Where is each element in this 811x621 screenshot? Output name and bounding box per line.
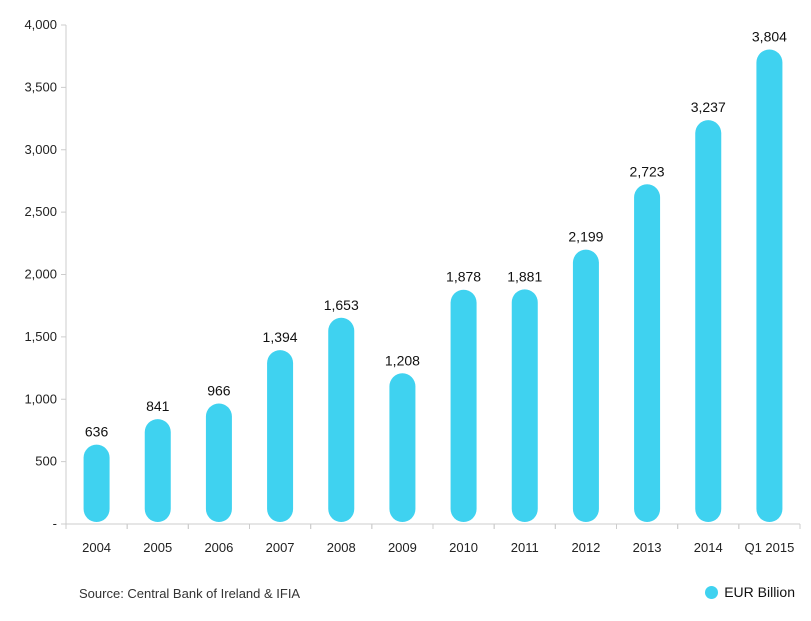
- data-labels: 636 841 966 1,394 1,653 1,208 1,878 1,881 2,199 2…: [85, 28, 787, 439]
- x-tick-label: 2012: [571, 540, 600, 555]
- y-tick-label: 3,000: [24, 142, 57, 157]
- y-tick-label: 1,500: [24, 329, 57, 344]
- x-tick-label: 2009: [388, 540, 417, 555]
- data-label: 966: [207, 382, 231, 398]
- data-label: 636: [85, 424, 109, 440]
- y-axis: - 500 1,000 1,500 2,000 2,500 3,000 3,500 4,000: [24, 17, 67, 531]
- data-label: 841: [146, 398, 170, 414]
- legend-label: EUR Billion: [724, 584, 795, 600]
- bar: [389, 373, 416, 522]
- y-tick-label: 500: [35, 454, 57, 469]
- bars: [83, 49, 783, 523]
- y-tick-label: 1,000: [24, 391, 57, 406]
- x-tick-label: 2011: [511, 540, 539, 555]
- source-note: Source: Central Bank of Ireland & IFIA: [79, 586, 301, 601]
- y-tick-label: -: [53, 516, 57, 531]
- x-tick-label: 2006: [204, 540, 233, 555]
- bar: [511, 289, 538, 522]
- bar: [328, 317, 355, 522]
- x-axis: 2004 2005 2006 2007 2008 2009 2010 2011 2012 2013…: [65, 523, 801, 555]
- data-label: 1,878: [446, 269, 481, 285]
- bar: [144, 419, 171, 522]
- bar: [572, 249, 599, 522]
- x-tick-label: 2007: [266, 540, 295, 555]
- bar: [83, 444, 110, 522]
- bar: [695, 120, 722, 522]
- bar: [756, 49, 783, 523]
- x-tick-label: 2013: [633, 540, 662, 555]
- x-tick-label: 2008: [327, 540, 356, 555]
- bar: [205, 403, 232, 522]
- data-label: 3,237: [691, 99, 726, 115]
- data-label: 1,653: [324, 297, 359, 313]
- y-tick-label: 4,000: [24, 17, 57, 32]
- legend-swatch: [705, 585, 719, 599]
- legend: EUR Billion: [705, 584, 795, 600]
- data-label: 1,208: [385, 352, 420, 368]
- data-label: 3,804: [752, 28, 787, 44]
- x-tick-label: 2005: [143, 540, 172, 555]
- x-tick-label: 2004: [82, 540, 111, 555]
- bar: [634, 184, 661, 522]
- x-tick-label: 2014: [694, 540, 723, 555]
- x-tick-label: Q1 2015: [744, 540, 794, 555]
- bar: [267, 350, 294, 522]
- data-label: 1,881: [507, 268, 542, 284]
- data-label: 2,199: [568, 229, 603, 245]
- y-tick-label: 2,500: [24, 204, 57, 219]
- y-tick-label: 3,500: [24, 79, 57, 94]
- y-tick-label: 2,000: [24, 267, 57, 282]
- data-label: 1,394: [263, 329, 298, 345]
- x-tick-label: 2010: [449, 540, 478, 555]
- bar: [450, 289, 477, 522]
- data-label: 2,723: [630, 163, 665, 179]
